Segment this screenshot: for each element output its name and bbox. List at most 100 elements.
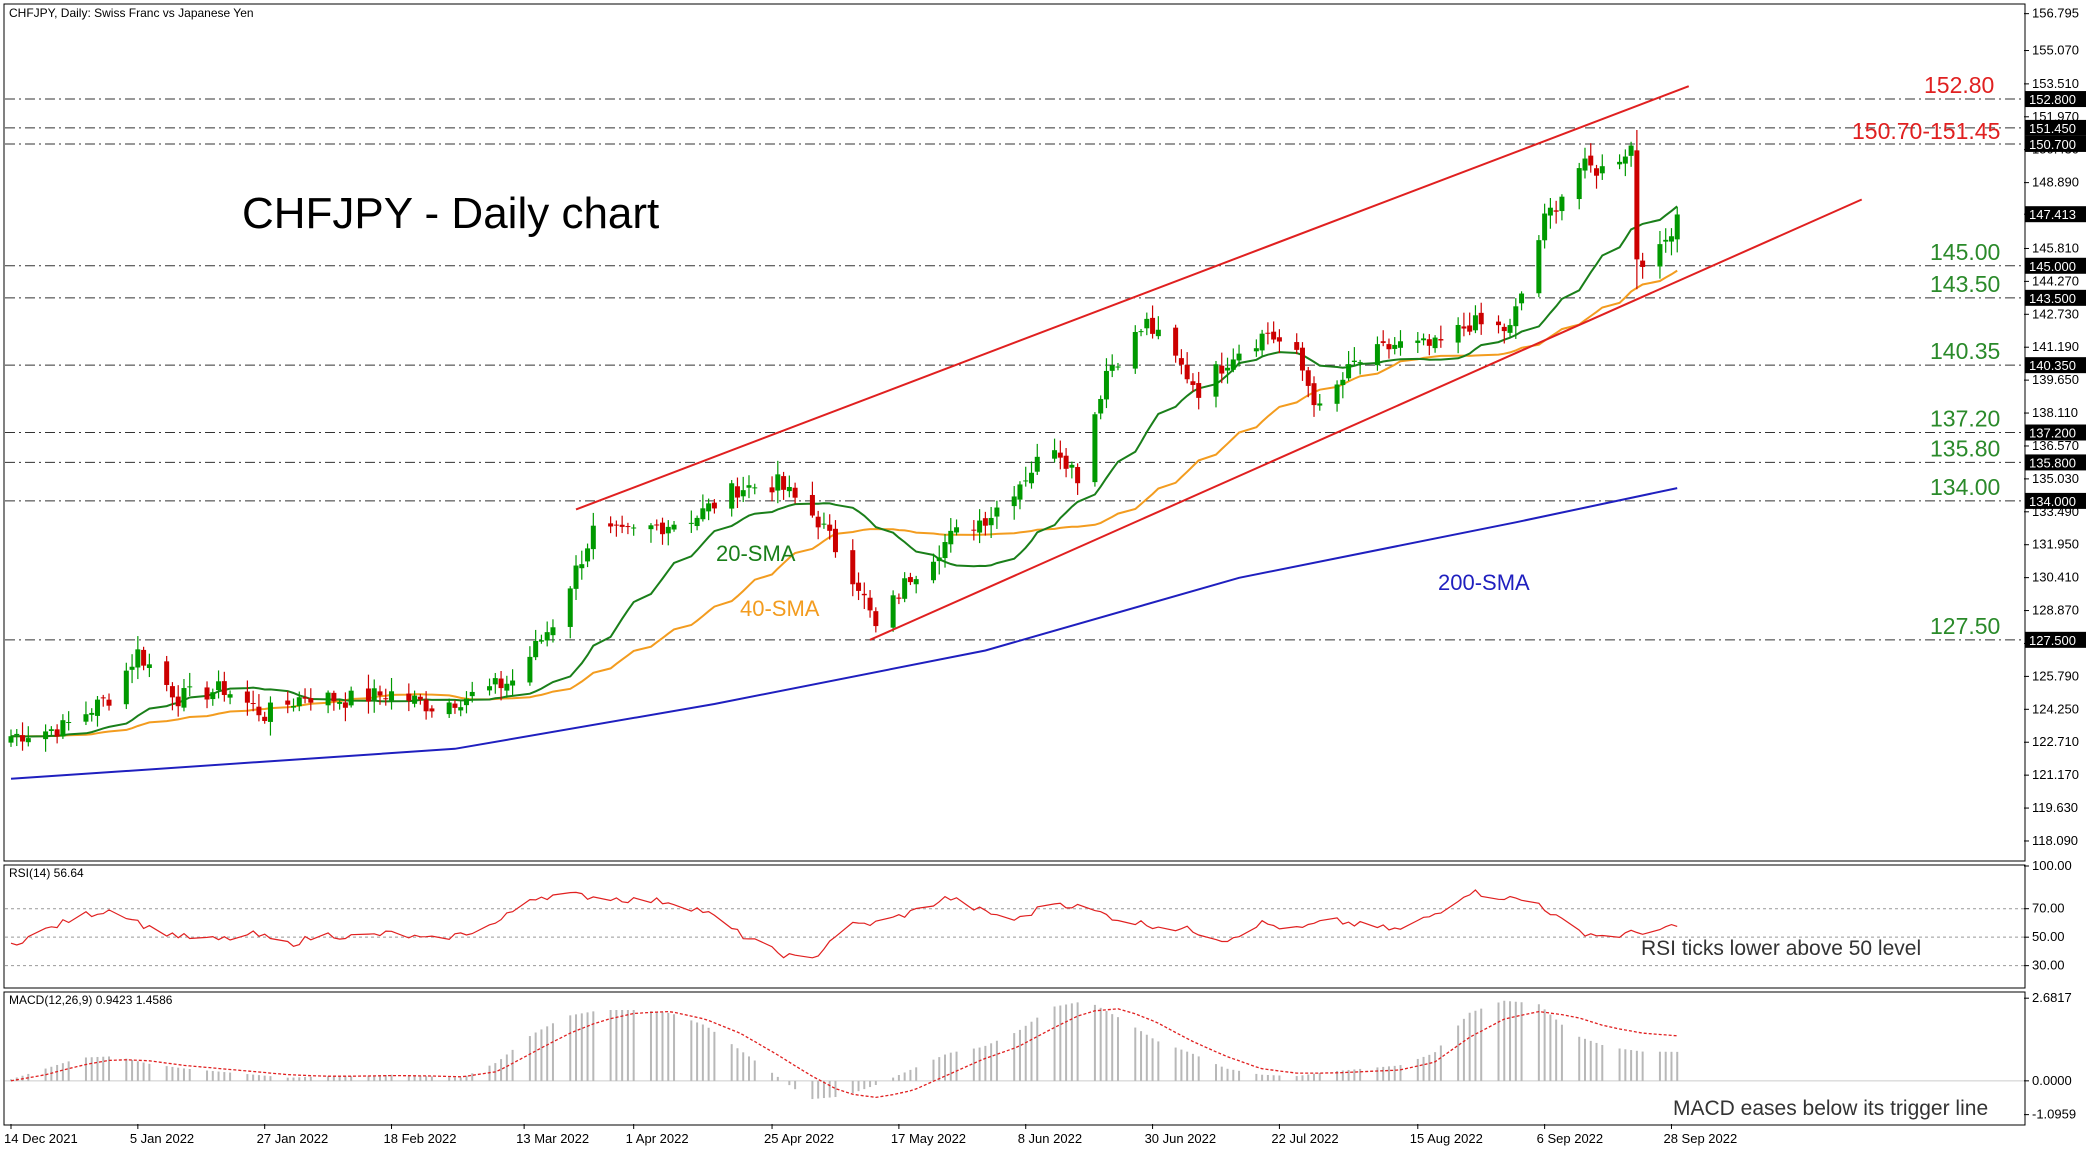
macd-tick-label: 0.0000 [2032, 1073, 2072, 1088]
date-tick-label: 18 Feb 2022 [384, 1131, 457, 1146]
rsi-annotation: RSI ticks lower above 50 level [1641, 937, 1921, 960]
price-channel [575, 85, 1863, 641]
candle-body [792, 487, 798, 498]
candle-body [1028, 472, 1034, 484]
candle-body [94, 699, 100, 716]
level-label: 145.00 [1930, 239, 2000, 265]
price-tick-label: 145.810 [2032, 240, 2079, 255]
date-tick-label: 27 Jan 2022 [257, 1131, 329, 1146]
candle-body [1317, 403, 1323, 406]
sma200-line [10, 487, 1678, 780]
candle-body [752, 487, 758, 489]
price-tick-label: 128.870 [2032, 603, 2079, 618]
candle-body [1576, 168, 1582, 200]
candle-body [123, 670, 129, 705]
candle-body [994, 507, 1000, 517]
rsi-tick-label: 100.00 [2032, 858, 2072, 873]
candle-body [1553, 210, 1559, 212]
candle-body [25, 738, 31, 743]
candle-body [1628, 145, 1634, 156]
candle-body [175, 696, 181, 707]
candle-body [688, 522, 694, 524]
level-label: 143.50 [1930, 271, 2000, 297]
candle-body [285, 700, 291, 705]
candle-body [700, 508, 706, 520]
level-axis-box [2025, 119, 2086, 136]
rsi-tick-label: 50.00 [2032, 929, 2065, 944]
candle-body [452, 703, 458, 708]
candle-body [383, 698, 389, 700]
level-axis-label: 150.700 [2029, 137, 2076, 152]
date-tick-label: 30 Jun 2022 [1145, 1131, 1217, 1146]
candle-body [1547, 207, 1553, 216]
candle-body [1432, 337, 1438, 349]
candle-body [250, 703, 256, 705]
candle-body [89, 712, 95, 715]
candle-body [856, 582, 862, 591]
level-axis-label: 134.000 [2029, 494, 2076, 509]
candle-body [337, 701, 343, 704]
candle-body [1496, 321, 1502, 326]
price-tick-label: 125.790 [2032, 668, 2079, 683]
channel-lower-line [869, 198, 1863, 641]
candle-body [365, 688, 371, 702]
candle-body [544, 632, 550, 641]
candle-body [706, 503, 712, 512]
candle-body [1011, 496, 1017, 507]
price-tick-label: 124.250 [2032, 701, 2079, 716]
price-tick-label: 135.030 [2032, 471, 2079, 486]
rsi-pane-frame [3, 864, 2026, 989]
candle-body [1559, 196, 1565, 212]
candle-body [504, 683, 510, 691]
candle-body [371, 688, 377, 700]
candle-body [867, 597, 873, 611]
macd-pane-frame [3, 991, 2026, 1126]
date-tick-label: 5 Jan 2022 [130, 1131, 194, 1146]
candle-body [936, 557, 942, 562]
candle-body [187, 686, 193, 688]
macd-annotation: MACD eases below its trigger line [1673, 1097, 1988, 1120]
candle-body [1663, 239, 1669, 242]
candle-body [1634, 150, 1640, 260]
candle-body [1311, 383, 1317, 406]
candle-body [1023, 480, 1029, 482]
date-tick-label: 14 Dec 2021 [4, 1131, 78, 1146]
candle-body [1219, 365, 1225, 374]
date-tick-label: 1 Apr 2022 [626, 1131, 689, 1146]
price-tick-label: 142.730 [2032, 306, 2079, 321]
candle-body [487, 686, 493, 691]
price-tick-label: 138.110 [2032, 405, 2078, 420]
candle-body [291, 706, 297, 708]
sma40-label: 40-SMA [740, 596, 820, 621]
candle-body [1536, 240, 1542, 294]
candle-body [54, 729, 60, 737]
candle-body [930, 561, 936, 581]
candle-body [1103, 370, 1109, 400]
candle-body [1351, 360, 1357, 362]
candle-body [463, 698, 469, 706]
candle-body [308, 698, 314, 703]
level-axis-box [2025, 454, 2086, 471]
candle-body [1455, 324, 1461, 343]
candle-body [296, 697, 302, 707]
candle-body [146, 664, 152, 669]
candle-body [1144, 318, 1150, 329]
level-label: 140.35 [1930, 338, 2000, 364]
candle-body [1138, 331, 1144, 333]
candle-body [377, 691, 383, 696]
candle-body [221, 681, 227, 695]
candle-body [1057, 452, 1063, 458]
candle-body [348, 690, 354, 706]
candle-body [412, 695, 418, 704]
price-tick-label: 122.710 [2032, 734, 2079, 749]
sma200-label: 200-SMA [1438, 570, 1530, 595]
date-tick-label: 6 Sep 2022 [1537, 1131, 1604, 1146]
level-axis-box [2025, 631, 2086, 648]
candle-body [129, 666, 135, 670]
candle-body [971, 529, 977, 531]
candle-body [913, 579, 919, 585]
candle-body [302, 697, 308, 699]
horizontal-levels [5, 98, 2024, 641]
candle-body [446, 702, 452, 715]
